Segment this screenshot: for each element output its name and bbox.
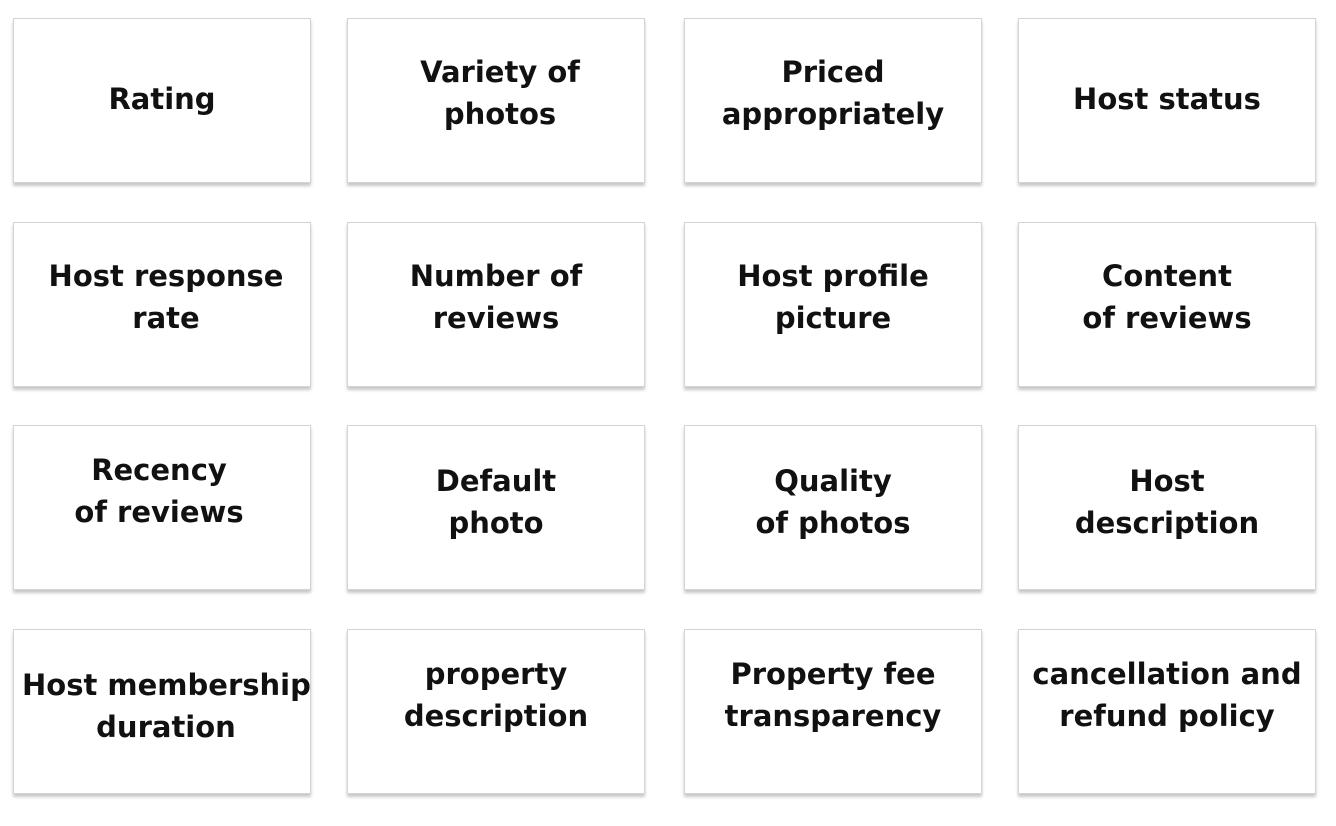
card-label-line: appropriately bbox=[721, 97, 945, 131]
card-label: Number of reviews bbox=[348, 255, 644, 339]
card-cancellation-and-refund-policy[interactable]: cancellation and refund policy bbox=[1018, 629, 1316, 794]
card-label: Default photo bbox=[348, 460, 644, 544]
card-label-line: Variety of bbox=[420, 55, 580, 89]
card-label: Quality of photos bbox=[685, 460, 981, 544]
card-label-line: Host profile bbox=[737, 259, 929, 293]
card-label-line: of reviews bbox=[1082, 301, 1252, 335]
card-label-line: Recency bbox=[91, 453, 227, 487]
card-label-line: Quality bbox=[774, 464, 892, 498]
card-label-line: Property fee bbox=[730, 657, 936, 691]
card-host-profile-picture[interactable]: Host profile picture bbox=[684, 222, 982, 387]
card-label-line: Content bbox=[1102, 259, 1232, 293]
card-label: Content of reviews bbox=[1019, 255, 1315, 339]
card-label-line: rate bbox=[132, 301, 200, 335]
card-default-photo[interactable]: Default photo bbox=[347, 425, 645, 590]
card-label-line: Priced bbox=[781, 55, 885, 89]
card-label: Host response rate bbox=[22, 255, 310, 339]
card-label-line: reviews bbox=[432, 301, 560, 335]
card-host-status[interactable]: Host status bbox=[1018, 18, 1316, 183]
card-label-line: cancellation and bbox=[1032, 657, 1302, 691]
card-label: Recency of reviews bbox=[14, 449, 304, 533]
card-property-description[interactable]: property description bbox=[347, 629, 645, 794]
card-label-line: Default bbox=[435, 464, 557, 498]
card-label: Host description bbox=[1019, 460, 1315, 544]
card-quality-of-photos[interactable]: Quality of photos bbox=[684, 425, 982, 590]
card-label: Host membership duration bbox=[22, 664, 311, 748]
card-label: Host status bbox=[1019, 78, 1315, 120]
card-label-line: Host status bbox=[1073, 82, 1261, 116]
card-content-of-reviews[interactable]: Content of reviews bbox=[1018, 222, 1316, 387]
card-label: Host profile picture bbox=[685, 255, 981, 339]
card-property-fee-transparency[interactable]: Property fee transparency bbox=[684, 629, 982, 794]
card-label-line: of reviews bbox=[74, 495, 244, 529]
card-label-line: description bbox=[403, 699, 589, 733]
card-label-line: Host membership bbox=[22, 668, 311, 702]
card-label-line: duration bbox=[96, 710, 236, 744]
card-host-description[interactable]: Host description bbox=[1018, 425, 1316, 590]
card-label: Priced appropriately bbox=[685, 51, 981, 135]
card-label-line: photo bbox=[448, 506, 544, 540]
card-label-line: transparency bbox=[724, 699, 942, 733]
card-label: Rating bbox=[14, 78, 310, 120]
card-label-line: description bbox=[1074, 506, 1260, 540]
card-label-line: picture bbox=[774, 301, 892, 335]
card-label-line: of photos bbox=[755, 506, 911, 540]
card-label-line: Host response bbox=[48, 259, 284, 293]
card-label-line: Number of bbox=[409, 259, 583, 293]
card-label: property description bbox=[348, 653, 644, 737]
card-label-line: refund policy bbox=[1059, 699, 1275, 733]
card-label-line: property bbox=[424, 657, 568, 691]
card-number-of-reviews[interactable]: Number of reviews bbox=[347, 222, 645, 387]
card-rating[interactable]: Rating bbox=[13, 18, 311, 183]
card-label-line: photos bbox=[443, 97, 557, 131]
card-label: Property fee transparency bbox=[685, 653, 981, 737]
card-label-line: Host bbox=[1129, 464, 1205, 498]
card-priced-appropriately[interactable]: Priced appropriately bbox=[684, 18, 982, 183]
card-label-line: Rating bbox=[108, 82, 216, 116]
card-label: cancellation and refund policy bbox=[1019, 653, 1315, 737]
card-label: Variety of photos bbox=[356, 51, 644, 135]
card-recency-of-reviews[interactable]: Recency of reviews bbox=[13, 425, 311, 590]
card-host-membership-duration[interactable]: Host membership duration bbox=[13, 629, 311, 794]
card-variety-of-photos[interactable]: Variety of photos bbox=[347, 18, 645, 183]
card-host-response-rate[interactable]: Host response rate bbox=[13, 222, 311, 387]
